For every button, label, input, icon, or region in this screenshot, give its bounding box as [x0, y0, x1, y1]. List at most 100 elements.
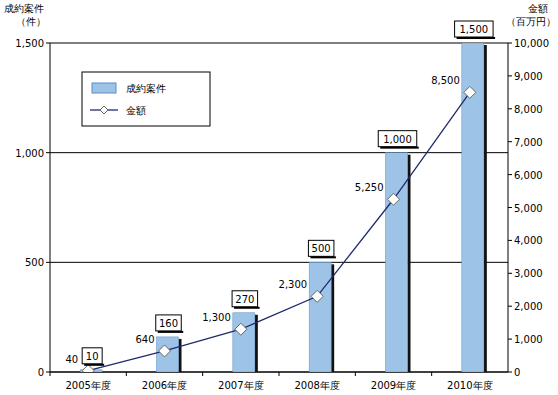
line-data-label: 40: [65, 354, 78, 365]
bar: [462, 43, 484, 372]
y2-axis-title: （百万円）: [506, 16, 556, 27]
bar-data-label: 270: [235, 294, 254, 305]
y2-tick-label: 7,000: [514, 137, 543, 148]
y2-tick-label: 3,000: [514, 268, 543, 279]
y2-tick-label: 0: [514, 367, 520, 378]
bar-shadow: [484, 45, 487, 372]
line-data-label: 5,250: [355, 182, 384, 193]
bar-label-box: [455, 21, 494, 37]
grid-line: [50, 262, 508, 263]
bar-shadow: [408, 155, 411, 372]
line-marker: [388, 193, 400, 205]
y-axis-title: 成約案件: [4, 3, 44, 14]
chart-svg: 0 500 1,000 1,500 0 1,000 2,000 3,000 4,000 5,000…: [0, 0, 558, 395]
bar-label-box: [232, 291, 257, 307]
y-axis: [50, 43, 51, 372]
bar: [309, 262, 331, 372]
bar-shadow: [102, 371, 105, 372]
y-tick: [46, 262, 50, 263]
legend-marker: [100, 106, 108, 114]
line-data-label: 640: [135, 334, 154, 345]
x-tick-label: 2006年度: [142, 380, 187, 391]
x-tick: [126, 372, 127, 376]
x-tick-label: 2009年度: [371, 380, 416, 391]
y2-tick: [508, 207, 512, 208]
y2-tick-label: 8,000: [514, 104, 543, 115]
y2-tick: [508, 141, 512, 142]
y2-axis: [508, 43, 509, 372]
x-tick: [431, 372, 432, 376]
y-axis-title: （件）: [16, 16, 46, 27]
y2-tick: [508, 174, 512, 175]
y2-tick: [508, 75, 512, 76]
grid-line: [50, 43, 508, 44]
line: [88, 92, 470, 370]
bar-label-box: [378, 131, 417, 147]
bar-shadow: [331, 264, 334, 372]
bar-label-box-shadow: [457, 37, 496, 39]
bar-data-label: 160: [159, 318, 178, 329]
line-data-label: 8,500: [431, 75, 460, 86]
grid-line: [50, 152, 508, 153]
y-tick-label: 1,000: [15, 148, 44, 159]
x-tick: [50, 372, 51, 376]
legend-box: [82, 72, 210, 126]
y2-tick: [508, 339, 512, 340]
y2-tick: [508, 372, 512, 373]
y2-tick: [508, 43, 512, 44]
x-tick-label: 2010年度: [447, 380, 492, 391]
bar-label-box: [82, 348, 102, 364]
x-tick-label: 2007年度: [218, 380, 263, 391]
y2-tick-label: 5,000: [514, 203, 543, 214]
line-data-label: 1,300: [202, 312, 231, 323]
legend: 成約案件金額: [82, 72, 210, 126]
data-labels: 10 160 270 500 1,000 1,500 40 640 1,300 2,300 5,25…: [65, 21, 495, 366]
bar: [233, 313, 255, 372]
line-marker: [235, 323, 247, 335]
y-tick-label: 1,500: [15, 38, 44, 49]
bar-data-label: 1,000: [383, 134, 412, 145]
bar-label-box: [308, 240, 334, 256]
y-tick: [46, 43, 50, 44]
bar-data-label: 10: [86, 351, 99, 362]
x-tick: [202, 372, 203, 376]
legend-swatch: [92, 83, 116, 93]
y2-tick: [508, 240, 512, 241]
y2-tick-label: 6,000: [514, 170, 543, 181]
y2-tick-label: 2,000: [514, 301, 543, 312]
y2-tick-label: 10,000: [514, 38, 549, 49]
y2-tick-label: 4,000: [514, 235, 543, 246]
bar-label-box-shadow: [310, 256, 336, 258]
y2-tick: [508, 306, 512, 307]
x-tick: [355, 372, 356, 376]
bar-label-box-shadow: [380, 147, 419, 149]
y2-tick-label: 9,000: [514, 71, 543, 82]
legend-label: 成約案件: [126, 83, 166, 94]
plot-area: [80, 43, 487, 372]
bar-label-box-shadow: [234, 307, 259, 309]
bar-data-label: 1,500: [460, 24, 489, 35]
x-tick-label: 2008年度: [294, 380, 339, 391]
y2-tick: [508, 108, 512, 109]
y2-axis-title: 金額: [528, 3, 548, 14]
legend-label: 金額: [126, 105, 146, 116]
bar: [157, 337, 179, 372]
bar-label-box: [156, 315, 182, 331]
bar: [386, 153, 408, 372]
y-tick-label: 0: [38, 367, 44, 378]
line-marker: [159, 345, 171, 357]
y-tick: [46, 372, 50, 373]
x-tick: [279, 372, 280, 376]
bar-label-box-shadow: [158, 331, 184, 333]
y2-tick-label: 1,000: [514, 334, 543, 345]
y-tick-label: 500: [25, 257, 44, 268]
chart-container: 0 500 1,000 1,500 0 1,000 2,000 3,000 4,000 5,000…: [0, 0, 558, 395]
bar-label-box-shadow: [84, 364, 104, 366]
x-tick-label: 2005年度: [65, 380, 110, 391]
line-marker: [311, 290, 323, 302]
line-marker: [464, 86, 476, 98]
line-data-label: 2,300: [279, 279, 308, 290]
y-tick: [46, 152, 50, 153]
y2-tick: [508, 273, 512, 274]
bar-data-label: 500: [312, 243, 331, 254]
